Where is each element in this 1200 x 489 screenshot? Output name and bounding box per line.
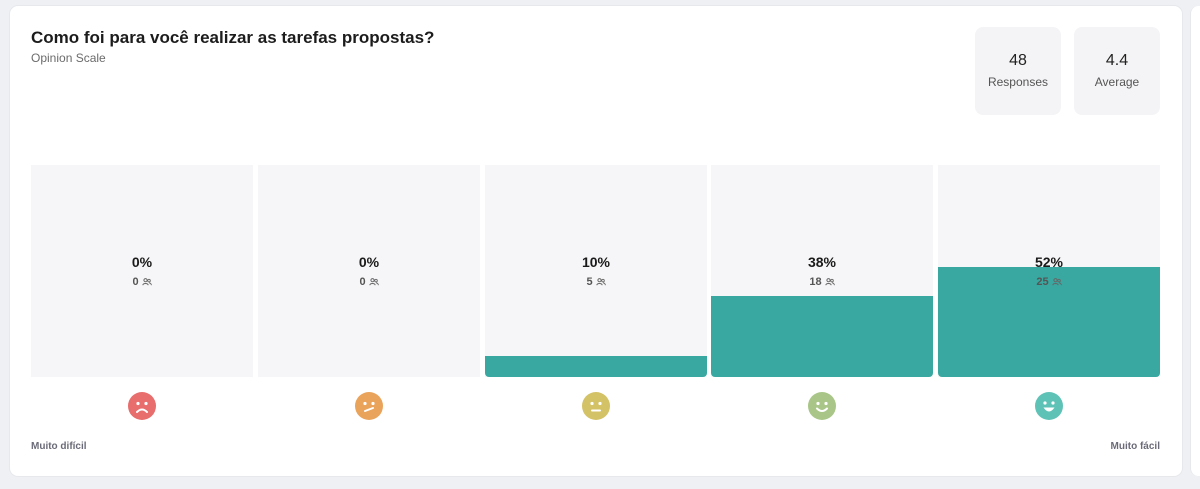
percent-label-3: 10% [581,254,611,270]
count-value: 25 [1036,276,1049,288]
confused-face-icon [355,392,383,420]
percent-label-1: 0% [131,254,153,270]
count-label-1: 0 [31,276,253,288]
count-label-4: 18 [711,276,933,288]
count-label-2: 0 [258,276,480,288]
people-icon [141,278,152,286]
question-type: Opinion Scale [31,51,106,65]
average-value: 4.4 [1105,52,1129,69]
count-label-5: 25 [938,276,1160,288]
people-icon [595,278,606,286]
count-value: 18 [809,276,822,288]
bar-4 [711,296,933,377]
scale-column-3: 10% 5 [485,165,707,377]
people-icon [1051,278,1062,286]
responses-count: 48 [1009,52,1027,69]
scale-column-4: 38% 18 [711,165,933,377]
neutral-face-icon [582,392,610,420]
opinion-scale-chart: 0% 0 0% 0 10% 5 38% 18 52% 25 [31,165,1160,377]
scale-min-label: Muito difícil [31,441,87,452]
people-icon [368,278,379,286]
scale-max-label: Muito fácil [1110,441,1160,452]
scale-column-2: 0% 0 [258,165,480,377]
grin-face-icon [1035,392,1063,420]
responses-label: Responses [987,75,1049,89]
sad-face-icon [128,392,156,420]
people-icon [824,278,835,286]
scale-column-1: 0% 0 [31,165,253,377]
smile-face-icon [808,392,836,420]
count-value: 0 [359,276,366,288]
percent-label-4: 38% [807,254,837,270]
average-stat: 4.4 Average [1074,27,1160,115]
percent-label-2: 0% [358,254,380,270]
responses-stat: 48 Responses [975,27,1061,115]
percent-label-5: 52% [1034,254,1064,270]
count-value: 0 [132,276,139,288]
average-label: Average [1094,75,1140,89]
next-card-edge [1190,6,1200,476]
bar-5 [938,266,1160,377]
scale-column-5: 52% 25 [938,165,1160,377]
bar-3 [485,355,707,377]
count-value: 5 [586,276,593,288]
count-label-3: 5 [485,276,707,288]
question-title: Como foi para você realizar as tarefas p… [31,28,435,47]
